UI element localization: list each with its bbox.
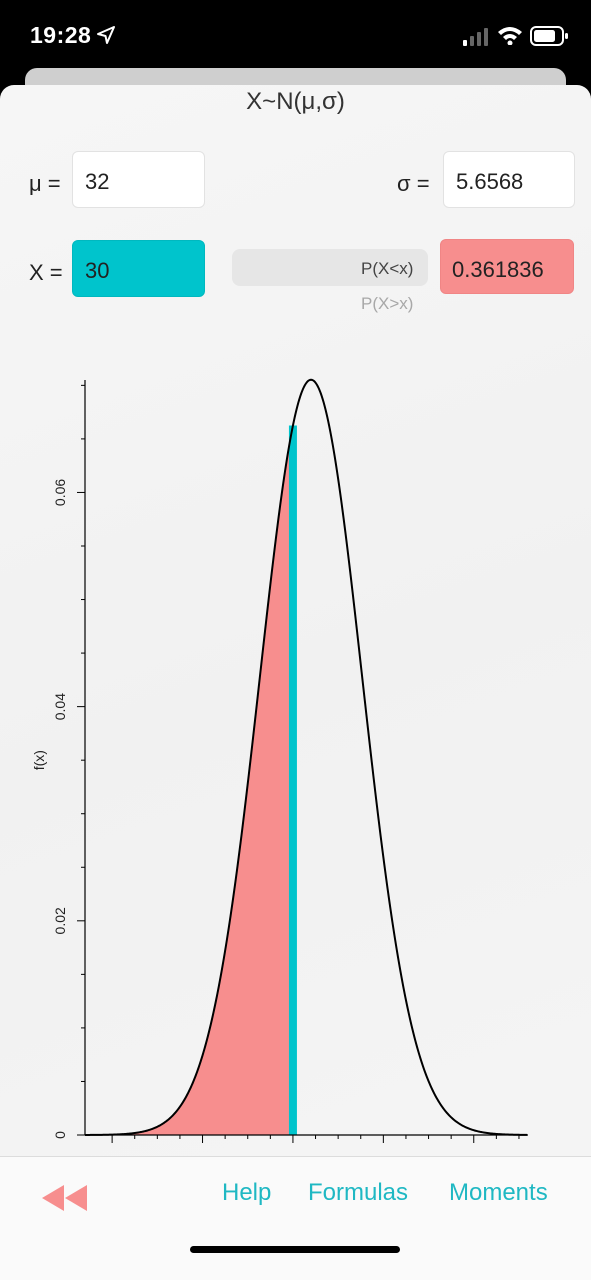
y-tick-label: 0.06 [52, 479, 68, 506]
wifi-icon [498, 27, 522, 45]
probability-result: 0.361836 [440, 239, 574, 294]
status-bar: 19:28 [0, 0, 591, 80]
normal-density-chart: 1020304050x00.020.040.06f(x) [31, 378, 528, 1150]
location-arrow-icon [97, 26, 115, 44]
x-input[interactable]: 30 [72, 240, 205, 297]
x-tick-label: 10 [104, 1148, 120, 1150]
x-tick-label: 20 [195, 1148, 211, 1150]
battery-icon [530, 26, 568, 46]
probability-toggle[interactable] [232, 249, 428, 286]
x-label: X = [29, 260, 63, 285]
density-curve [84, 378, 528, 1136]
option-p-greater[interactable]: P(X>x) [361, 294, 414, 313]
formulas-link[interactable]: Formulas [308, 1179, 409, 1206]
mu-label: μ = [29, 171, 61, 196]
x-tick-label: 40 [376, 1148, 392, 1150]
sigma-label: σ = [397, 171, 430, 196]
cellular-signal-icon [463, 28, 488, 46]
home-indicator [190, 1246, 400, 1253]
rewind-icon[interactable] [40, 1183, 90, 1213]
x-tick-label: 50 [466, 1148, 482, 1150]
mu-input[interactable]: 32 [72, 151, 205, 208]
sigma-input[interactable]: 5.6568 [443, 151, 575, 208]
option-p-less[interactable]: P(X<x) [361, 259, 414, 278]
main-sheet: X~N(μ,σ) μ = 32 σ = 5.6568 X = 30 P(X<x)… [0, 85, 591, 1280]
page-title: X~N(μ,σ) [246, 88, 345, 115]
y-tick-label: 0.04 [52, 693, 68, 720]
y-tick-label: 0.02 [52, 907, 68, 934]
y-axis-label: f(x) [31, 750, 47, 770]
x-tick-label: 30 [285, 1148, 301, 1150]
moments-link[interactable]: Moments [449, 1179, 548, 1206]
shaded-area [85, 425, 293, 1135]
status-time: 19:28 [30, 22, 92, 48]
help-link[interactable]: Help [222, 1179, 272, 1206]
y-tick-label: 0 [52, 1131, 68, 1139]
bottom-nav: Help Formulas Moments [0, 1156, 591, 1280]
